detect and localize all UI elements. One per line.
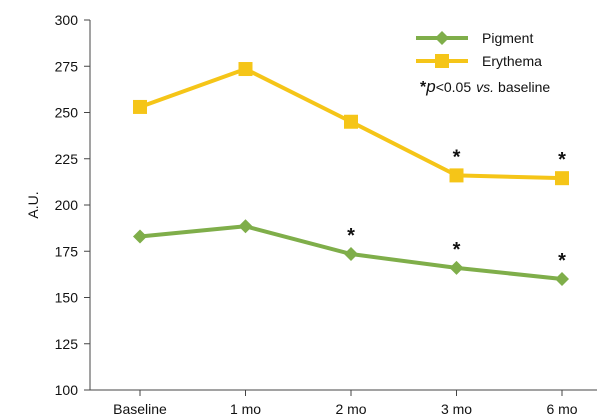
data-point-erythema	[555, 171, 569, 186]
x-tick-label: 6 mo	[546, 401, 577, 417]
note-vs: vs.	[476, 79, 494, 95]
y-tick-label: 150	[55, 290, 79, 306]
y-axis-label: A.U.	[25, 191, 41, 218]
significance-note: *p<0.05 vs. baseline	[420, 77, 550, 96]
x-tick-label: 3 mo	[441, 401, 472, 417]
data-point-erythema	[133, 99, 147, 114]
x-tick-label: 2 mo	[335, 401, 366, 417]
note-threshold: <0.05	[436, 79, 472, 95]
note-star: *	[420, 79, 427, 96]
x-tick-label: Baseline	[113, 401, 167, 417]
y-tick-label: 200	[55, 197, 79, 213]
data-point-pigment	[344, 247, 358, 262]
significance-star-pigment: *	[558, 250, 566, 272]
y-tick-label: 225	[55, 151, 79, 167]
data-point-pigment	[133, 229, 147, 244]
data-point-pigment	[449, 260, 464, 275]
legend: Pigment Erythema *p<0.05 vs. baseline	[416, 30, 550, 96]
significance-star-erythema: *	[453, 146, 461, 168]
legend-marker-pigment	[435, 31, 449, 45]
data-point-erythema	[449, 168, 464, 183]
y-axis: 100 125 150 175 200 225 250 275 300	[55, 12, 91, 398]
x-tick-label: 1 mo	[230, 401, 261, 417]
legend-label-pigment: Pigment	[482, 30, 533, 46]
y-tick-label: 125	[55, 336, 79, 352]
data-point-pigment	[238, 219, 253, 234]
significance-markers: * * * * *	[347, 146, 566, 272]
legend-marker-erythema	[435, 54, 449, 68]
y-tick-label: 250	[55, 105, 79, 121]
series-group	[133, 62, 569, 286]
data-point-erythema	[238, 62, 253, 77]
data-point-pigment	[555, 272, 569, 286]
significance-star-pigment: *	[453, 239, 461, 261]
y-tick-label: 175	[55, 243, 79, 259]
y-tick-label: 300	[55, 12, 79, 28]
note-reference: baseline	[498, 79, 550, 95]
x-ticks: Baseline 1 mo 2 mo 3 mo 6 mo	[113, 390, 578, 417]
y-tick-label: 275	[55, 58, 79, 74]
x-axis: Baseline 1 mo 2 mo 3 mo 6 mo	[90, 389, 597, 417]
data-point-erythema	[344, 114, 358, 129]
note-p: p	[425, 77, 435, 96]
legend-item-pigment: Pigment	[416, 30, 533, 46]
legend-item-erythema: Erythema	[416, 53, 542, 69]
legend-label-erythema: Erythema	[482, 53, 542, 69]
y-ticks: 100 125 150 175 200 225 250 275 300	[55, 12, 90, 398]
significance-star-pigment: *	[347, 225, 355, 247]
significance-star-erythema: *	[558, 149, 566, 171]
y-tick-label: 100	[55, 382, 79, 398]
